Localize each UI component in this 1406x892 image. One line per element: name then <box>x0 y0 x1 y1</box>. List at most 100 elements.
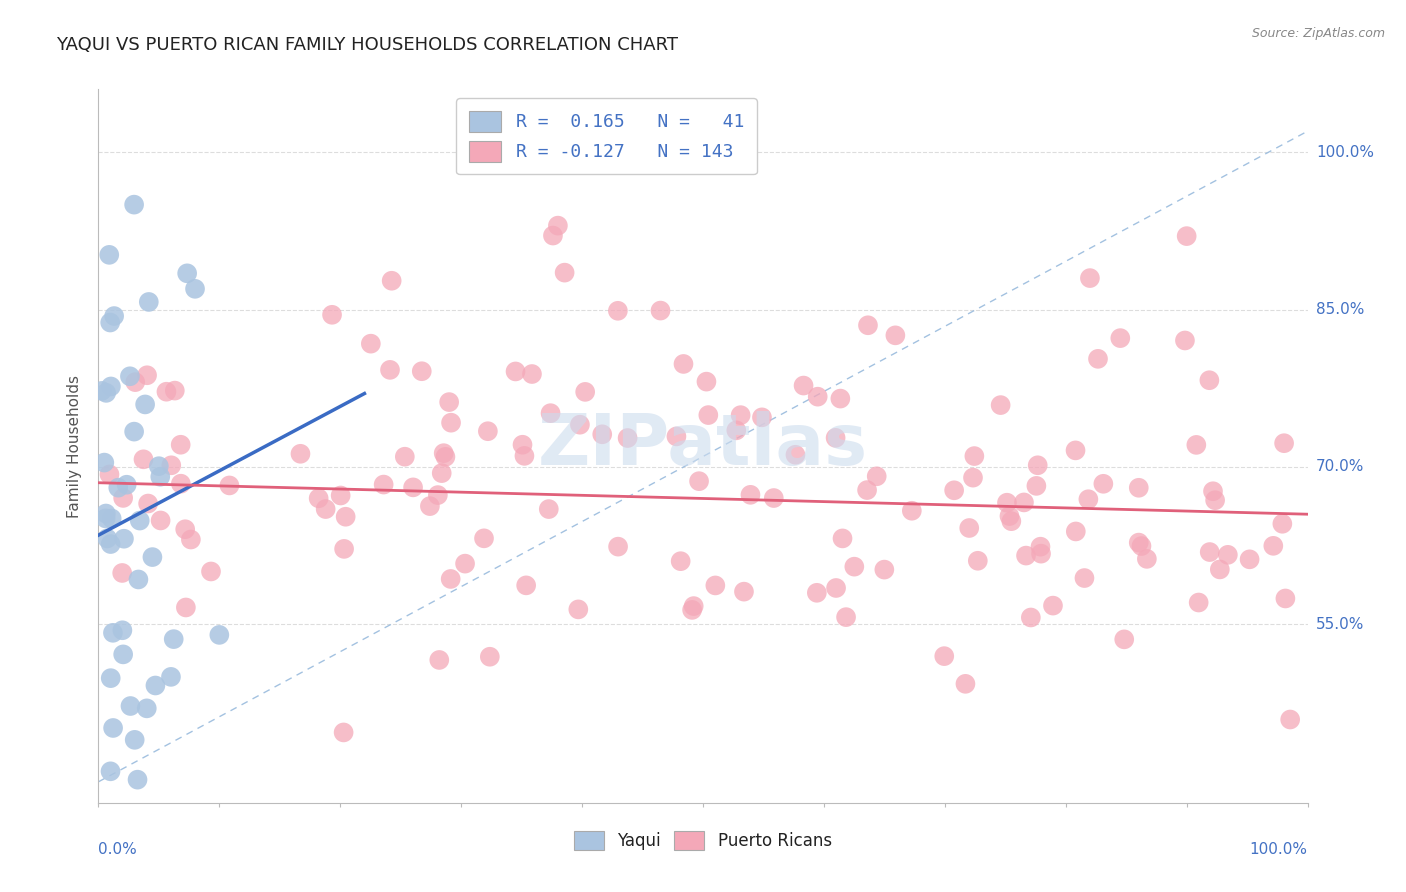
Point <box>1064 524 1087 539</box>
Point <box>1064 443 1087 458</box>
Text: 70.0%: 70.0% <box>1316 459 1364 475</box>
Point <box>101 721 124 735</box>
Point <box>1198 373 1220 387</box>
Point <box>381 274 404 288</box>
Point <box>1239 552 1261 566</box>
Point <box>785 448 807 462</box>
Point <box>1136 552 1159 566</box>
Legend: Yaqui, Puerto Ricans: Yaqui, Puerto Ricans <box>565 822 841 859</box>
Point <box>540 406 562 420</box>
Point <box>574 384 596 399</box>
Point <box>138 295 160 310</box>
Point <box>1012 495 1035 509</box>
Point <box>537 502 560 516</box>
Point <box>1271 516 1294 531</box>
Point <box>128 514 150 528</box>
Point <box>112 532 135 546</box>
Point <box>148 459 170 474</box>
Point <box>824 431 846 445</box>
Point <box>793 378 815 392</box>
Point <box>520 367 543 381</box>
Point <box>1174 334 1197 348</box>
Point <box>606 303 628 318</box>
Point <box>478 649 501 664</box>
Text: YAQUI VS PUERTO RICAN FAMILY HOUSEHOLDS CORRELATION CHART: YAQUI VS PUERTO RICAN FAMILY HOUSEHOLDS … <box>56 36 678 54</box>
Point <box>730 408 752 422</box>
Point <box>995 496 1018 510</box>
Point <box>378 363 401 377</box>
Point <box>1077 492 1099 507</box>
Point <box>112 648 135 662</box>
Point <box>806 586 828 600</box>
Point <box>825 581 848 595</box>
Point <box>440 416 463 430</box>
Point <box>149 513 172 527</box>
Point <box>335 509 357 524</box>
Point <box>1114 632 1136 647</box>
Text: 55.0%: 55.0% <box>1316 617 1364 632</box>
Point <box>208 628 231 642</box>
Point <box>1185 438 1208 452</box>
Point <box>650 303 672 318</box>
Point <box>98 316 121 330</box>
Point <box>94 507 117 521</box>
Point <box>1202 484 1225 499</box>
Point <box>160 458 183 473</box>
Text: ZIPatlas: ZIPatlas <box>538 411 868 481</box>
Point <box>149 469 172 483</box>
Point <box>1263 539 1285 553</box>
Point <box>1209 562 1232 576</box>
Point <box>505 364 527 378</box>
Y-axis label: Family Households: Family Households <box>67 375 83 517</box>
Text: Source: ZipAtlas.com: Source: ZipAtlas.com <box>1251 27 1385 40</box>
Point <box>122 425 145 439</box>
Point <box>98 248 121 262</box>
Point <box>740 488 762 502</box>
Point <box>176 266 198 280</box>
Point <box>440 572 463 586</box>
Point <box>1109 331 1132 345</box>
Point <box>1029 547 1052 561</box>
Point <box>1000 514 1022 528</box>
Point <box>1279 713 1302 727</box>
Point <box>124 375 146 389</box>
Point <box>1128 481 1150 495</box>
Point <box>454 557 477 571</box>
Point <box>402 480 425 494</box>
Text: 100.0%: 100.0% <box>1316 145 1374 160</box>
Point <box>90 384 112 398</box>
Point <box>115 477 138 491</box>
Point <box>120 698 142 713</box>
Point <box>132 452 155 467</box>
Point <box>856 318 879 333</box>
Point <box>704 578 727 592</box>
Point <box>1216 548 1239 562</box>
Point <box>135 701 157 715</box>
Point <box>434 450 457 464</box>
Point <box>998 509 1021 524</box>
Point <box>835 610 858 624</box>
Point <box>96 385 118 400</box>
Point <box>1274 591 1296 606</box>
Point <box>616 431 638 445</box>
Point <box>101 625 124 640</box>
Point <box>541 228 564 243</box>
Point <box>329 488 352 502</box>
Point <box>955 677 977 691</box>
Text: 100.0%: 100.0% <box>1250 842 1308 857</box>
Point <box>118 369 141 384</box>
Point <box>111 566 134 580</box>
Point <box>100 764 122 779</box>
Point <box>321 308 343 322</box>
Point <box>695 375 717 389</box>
Point <box>360 336 382 351</box>
Point <box>1128 535 1150 549</box>
Point <box>963 449 986 463</box>
Point <box>136 496 159 510</box>
Point <box>591 427 613 442</box>
Point <box>1078 271 1101 285</box>
Point <box>681 603 703 617</box>
Point <box>373 477 395 491</box>
Point <box>866 469 889 483</box>
Point <box>567 602 589 616</box>
